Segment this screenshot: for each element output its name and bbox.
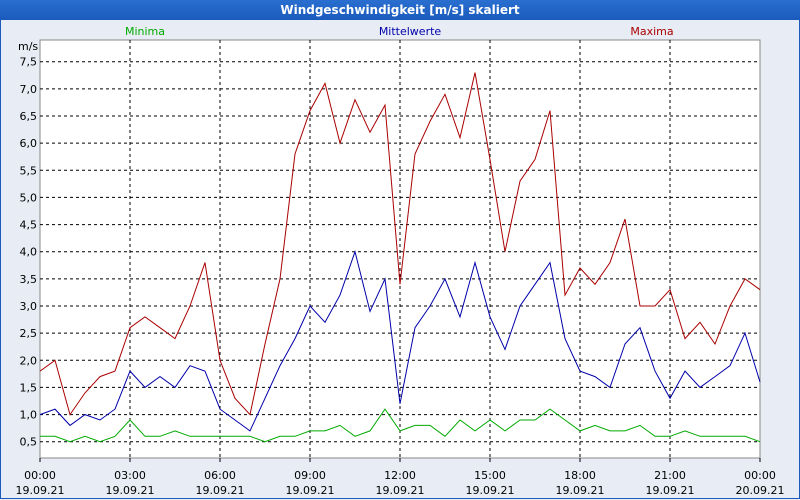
y-tick-label: 4,0 bbox=[20, 246, 38, 259]
series-line-maxima bbox=[39, 72, 761, 416]
y-tick-label: 3,0 bbox=[20, 300, 38, 313]
y-tick-label: 7,5 bbox=[20, 56, 38, 69]
y-tick-label: 3,5 bbox=[20, 273, 38, 286]
x-tick-date: 20.09.21 bbox=[736, 484, 785, 497]
chart-title: Windgeschwindigkeit [m/s] skaliert bbox=[0, 0, 800, 20]
x-tick-date: 19.09.21 bbox=[196, 484, 245, 497]
y-axis-label: m/s bbox=[18, 40, 38, 53]
x-tick-date: 19.09.21 bbox=[646, 484, 695, 497]
x-tick-time: 09:00 bbox=[294, 469, 326, 482]
y-tick-label: 0,5 bbox=[20, 436, 38, 449]
x-tick-date: 19.09.21 bbox=[286, 484, 335, 497]
y-tick-label: 1,0 bbox=[20, 409, 38, 422]
x-tick-date: 19.09.21 bbox=[106, 484, 155, 497]
x-tick-time: 03:00 bbox=[114, 469, 146, 482]
x-tick-time: 00:00 bbox=[744, 469, 776, 482]
y-tick-label: 2,5 bbox=[20, 327, 38, 340]
x-tick-time: 21:00 bbox=[654, 469, 686, 482]
y-tick-label: 7,0 bbox=[20, 83, 38, 96]
x-tick-date: 19.09.21 bbox=[466, 484, 515, 497]
x-tick-time: 12:00 bbox=[384, 469, 416, 482]
legend-mittelwerte: Mittelwerte bbox=[379, 25, 442, 38]
x-tick-date: 19.09.21 bbox=[376, 484, 425, 497]
y-tick-label: 4,5 bbox=[20, 219, 38, 232]
y-tick-label: 6,5 bbox=[20, 110, 38, 123]
series-line-minima bbox=[40, 408, 761, 443]
x-tick-time: 06:00 bbox=[204, 469, 236, 482]
x-tick-time: 18:00 bbox=[564, 469, 596, 482]
x-tick-date: 19.09.21 bbox=[556, 484, 605, 497]
y-tick-label: 2,0 bbox=[20, 354, 38, 367]
y-tick-label: 5,5 bbox=[20, 164, 38, 177]
legend-minima: Minima bbox=[125, 25, 165, 38]
y-tick-label: 5,0 bbox=[20, 191, 38, 204]
x-tick-time: 15:00 bbox=[474, 469, 506, 482]
y-tick-label: 6,0 bbox=[20, 137, 38, 150]
series-line-mittelwerte bbox=[39, 249, 761, 432]
x-tick-date: 19.09.21 bbox=[16, 484, 65, 497]
legend-maxima: Maxima bbox=[630, 25, 673, 38]
y-tick-label: 1,5 bbox=[20, 381, 38, 394]
x-tick-time: 00:00 bbox=[24, 469, 56, 482]
